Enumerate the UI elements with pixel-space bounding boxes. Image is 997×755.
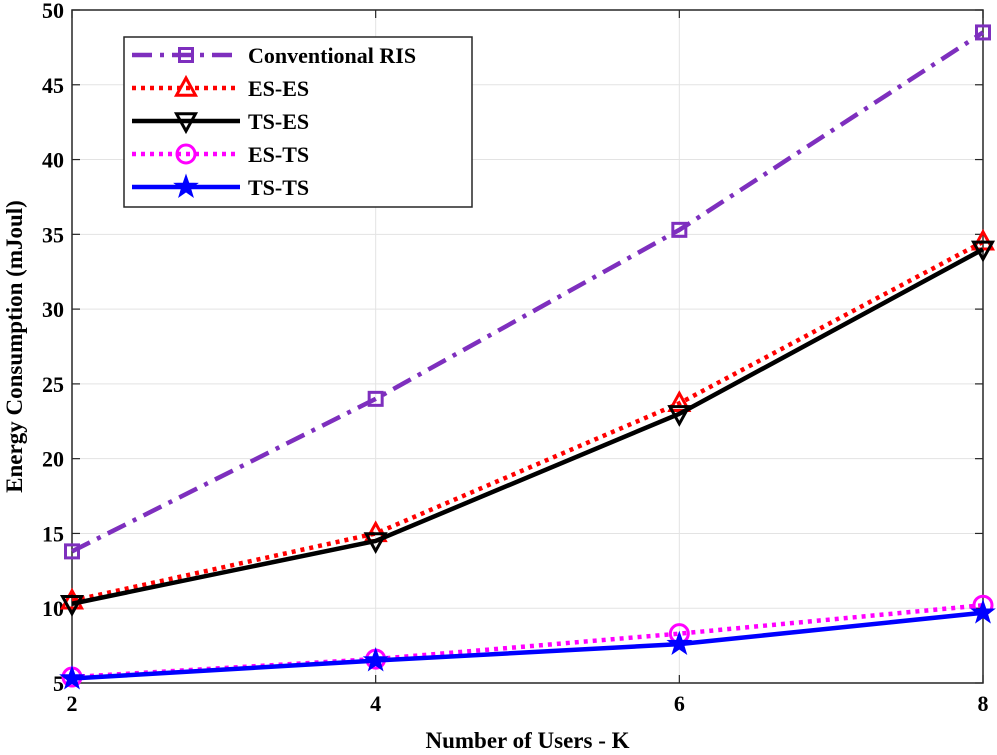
y-tick-label: 30 bbox=[42, 297, 64, 322]
legend-label-es-es: ES-ES bbox=[248, 76, 309, 101]
x-tick-label: 6 bbox=[674, 691, 685, 716]
legend-label-es-ts: ES-TS bbox=[248, 142, 309, 167]
legend-label-ts-es: TS-ES bbox=[248, 109, 309, 134]
series-line-ts-es bbox=[71, 247, 985, 606]
legend-entry-es-ts: ES-TS bbox=[132, 142, 309, 167]
data-point-conventional-ris bbox=[975, 24, 991, 41]
y-tick-label: 50 bbox=[42, 0, 64, 23]
y-tick-label: 5 bbox=[53, 671, 64, 696]
legend-label-conventional-ris: Conventional RIS bbox=[248, 43, 416, 68]
legend-marker-conventional-ris bbox=[178, 47, 194, 63]
legend-entry-ts-ts: TS-TS bbox=[132, 173, 309, 200]
series-line-conventional-ris bbox=[70, 30, 985, 554]
legend-marker-es-ts bbox=[175, 143, 197, 165]
y-tick-label: 10 bbox=[42, 596, 64, 621]
plot-frame bbox=[71, 9, 984, 684]
legend-label-ts-ts: TS-TS bbox=[248, 175, 309, 200]
y-tick-label: 20 bbox=[42, 447, 64, 472]
y-tick-label: 15 bbox=[42, 521, 64, 546]
x-tick-label: 2 bbox=[67, 691, 78, 716]
series-es-es bbox=[59, 228, 996, 610]
data-point-ts-es bbox=[667, 405, 692, 427]
legend-marker-ts-es bbox=[173, 112, 199, 135]
y-tick-label: 25 bbox=[42, 372, 64, 397]
series-conventional-ris bbox=[64, 24, 991, 560]
series-ts-es bbox=[59, 240, 996, 617]
legend-marker-ts-ts bbox=[173, 173, 199, 198]
data-point-es-es bbox=[59, 587, 85, 610]
x-axis-label: Number of Users - K bbox=[426, 728, 630, 753]
legend: Conventional RIS ES-ES TS-ES ES-TS TS-TS bbox=[123, 36, 473, 208]
data-point-conventional-ris bbox=[367, 390, 384, 407]
series-group bbox=[59, 24, 996, 690]
legend-entry-es-es: ES-ES bbox=[132, 74, 309, 101]
x-tick-label: 4 bbox=[370, 691, 381, 716]
series-line-es-es bbox=[71, 239, 985, 603]
legend-entry-ts-es: TS-ES bbox=[132, 109, 309, 135]
legend-entry-conventional-ris: Conventional RIS bbox=[132, 43, 416, 68]
data-point-ts-ts bbox=[362, 647, 389, 672]
y-axis-label: Energy Consumption (mJoul) bbox=[2, 200, 27, 493]
data-point-conventional-ris bbox=[671, 221, 688, 238]
y-tick-label: 35 bbox=[42, 222, 64, 247]
data-point-es-es bbox=[667, 390, 692, 413]
data-point-ts-es bbox=[59, 595, 85, 617]
data-point-ts-ts bbox=[970, 599, 996, 624]
grid bbox=[72, 10, 983, 683]
y-tick-label: 40 bbox=[42, 148, 64, 173]
data-point-conventional-ris bbox=[64, 543, 80, 560]
series-ts-ts bbox=[59, 599, 996, 690]
data-point-es-es bbox=[970, 228, 996, 251]
y-tick-label: 45 bbox=[42, 73, 64, 98]
axis-ticks: 2 4 6 8 5 10 15 20 25 30 35 40 45 50 bbox=[42, 0, 989, 716]
data-point-ts-ts bbox=[666, 630, 693, 656]
data-point-ts-es bbox=[970, 240, 996, 263]
series-line-ts-ts bbox=[71, 610, 984, 681]
data-point-ts-ts bbox=[59, 664, 85, 690]
legend-marker-es-es bbox=[173, 74, 199, 97]
data-point-ts-es bbox=[363, 532, 388, 555]
series-line-es-ts bbox=[71, 602, 984, 680]
x-tick-label: 8 bbox=[978, 691, 989, 716]
